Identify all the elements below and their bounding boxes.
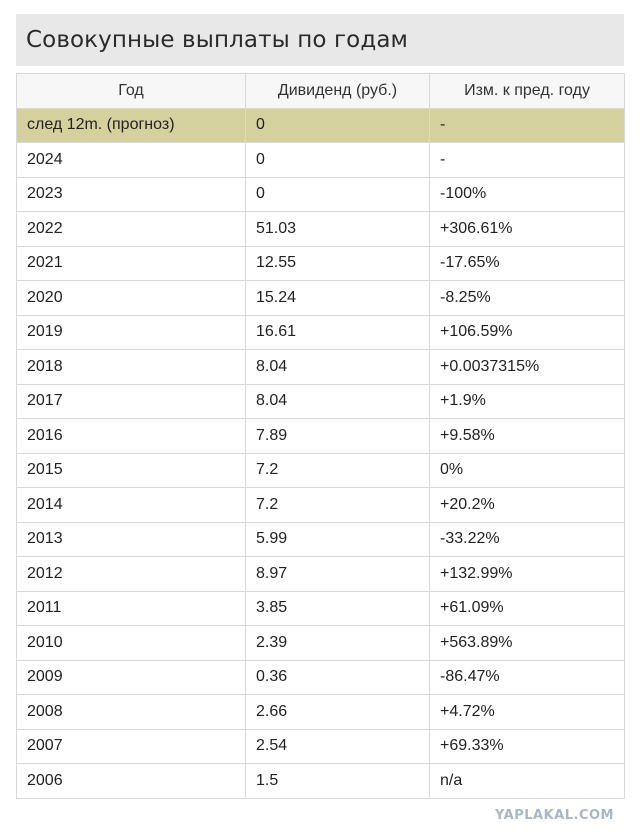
watermark: YAPLAKAL.COM xyxy=(495,808,614,823)
cell-change: - xyxy=(429,107,625,143)
table-row: 2007 2.54 +69.33% xyxy=(16,728,625,764)
table-row: 2021 12.55 -17.65% xyxy=(16,245,625,281)
cell-dividend: 7.2 xyxy=(245,452,430,488)
table-row: 2019 16.61 +106.59% xyxy=(16,314,625,350)
cell-year: 2011 xyxy=(16,590,246,626)
cell-change: +1.9% xyxy=(429,383,625,419)
cell-dividend: 2.54 xyxy=(245,728,430,764)
cell-year: 2006 xyxy=(16,763,246,799)
cell-dividend: 3.85 xyxy=(245,590,430,626)
cell-year: 2008 xyxy=(16,694,246,730)
table-row: 2013 5.99 -33.22% xyxy=(16,521,625,557)
cell-change: +563.89% xyxy=(429,625,625,661)
table-row: 2010 2.39 +563.89% xyxy=(16,625,625,661)
table-row: 2008 2.66 +4.72% xyxy=(16,694,625,730)
cell-dividend: 2.66 xyxy=(245,694,430,730)
dividends-table: Год Дивиденд (руб.) Изм. к пред. году сл… xyxy=(16,73,625,799)
cell-year: 2020 xyxy=(16,280,246,316)
cell-change: +61.09% xyxy=(429,590,625,626)
cell-dividend: 8.04 xyxy=(245,349,430,385)
cell-change: -17.65% xyxy=(429,245,625,281)
cell-dividend: 12.55 xyxy=(245,245,430,281)
cell-change: +0.0037315% xyxy=(429,349,625,385)
table-row: 2022 51.03 +306.61% xyxy=(16,211,625,247)
table-row-forecast: след 12m. (прогноз) 0- xyxy=(16,107,625,143)
cell-change: - xyxy=(429,142,625,178)
cell-change: +306.61% xyxy=(429,211,625,247)
cell-dividend: 0 xyxy=(245,176,430,212)
cell-change: +69.33% xyxy=(429,728,625,764)
cell-change: 0% xyxy=(429,452,625,488)
table-row: 2024 0- xyxy=(16,142,625,178)
table-row: 2012 8.97 +132.99% xyxy=(16,556,625,592)
cell-change: +20.2% xyxy=(429,487,625,523)
column-header-change: Изм. к пред. году xyxy=(429,73,625,109)
cell-year: 2013 xyxy=(16,521,246,557)
table-row: 2014 7.2 +20.2% xyxy=(16,487,625,523)
cell-year: 2021 xyxy=(16,245,246,281)
cell-dividend: 16.61 xyxy=(245,314,430,350)
cell-dividend: 51.03 xyxy=(245,211,430,247)
cell-year: 2010 xyxy=(16,625,246,661)
table-row: 2023 0 -100% xyxy=(16,176,625,212)
table-body: след 12m. (прогноз) 0-2024 0-2023 0 -100% 202… xyxy=(16,107,625,799)
cell-change: -8.25% xyxy=(429,280,625,316)
cell-year: 2012 xyxy=(16,556,246,592)
cell-change: +4.72% xyxy=(429,694,625,730)
cell-dividend: 7.2 xyxy=(245,487,430,523)
table-row: 2018 8.04 +0.0037315% xyxy=(16,349,625,385)
cell-change: -86.47% xyxy=(429,659,625,695)
cell-year: 2022 xyxy=(16,211,246,247)
cell-year: след 12m. (прогноз) xyxy=(16,107,246,143)
cell-year: 2017 xyxy=(16,383,246,419)
table-row: 2015 7.2 0% xyxy=(16,452,625,488)
table-row: 2006 1.5 n/a xyxy=(16,763,625,799)
cell-year: 2007 xyxy=(16,728,246,764)
cell-dividend: 0 xyxy=(245,142,430,178)
cell-dividend: 2.39 xyxy=(245,625,430,661)
cell-year: 2009 xyxy=(16,659,246,695)
cell-change: n/a xyxy=(429,763,625,799)
column-header-year: Год xyxy=(16,73,246,109)
cell-dividend: 8.04 xyxy=(245,383,430,419)
cell-change: +106.59% xyxy=(429,314,625,350)
column-header-dividend: Дивиденд (руб.) xyxy=(245,73,430,109)
cell-year: 2015 xyxy=(16,452,246,488)
table-row: 2016 7.89 +9.58% xyxy=(16,418,625,454)
cell-year: 2018 xyxy=(16,349,246,385)
cell-change: -100% xyxy=(429,176,625,212)
cell-change: +9.58% xyxy=(429,418,625,454)
title-bar: Совокупные выплаты по годам xyxy=(16,14,624,66)
cell-year: 2014 xyxy=(16,487,246,523)
cell-dividend: 7.89 xyxy=(245,418,430,454)
cell-year: 2023 xyxy=(16,176,246,212)
cell-year: 2016 xyxy=(16,418,246,454)
table-row: 2020 15.24 -8.25% xyxy=(16,280,625,316)
cell-change: -33.22% xyxy=(429,521,625,557)
table-row: 2011 3.85 +61.09% xyxy=(16,590,625,626)
cell-change: +132.99% xyxy=(429,556,625,592)
table-header-row: Год Дивиденд (руб.) Изм. к пред. году xyxy=(16,73,625,109)
page-title: Совокупные выплаты по годам xyxy=(26,27,408,53)
cell-year: 2024 xyxy=(16,142,246,178)
cell-year: 2019 xyxy=(16,314,246,350)
table-row: 2017 8.04 +1.9% xyxy=(16,383,625,419)
cell-dividend: 5.99 xyxy=(245,521,430,557)
cell-dividend: 8.97 xyxy=(245,556,430,592)
table-row: 2009 0.36 -86.47% xyxy=(16,659,625,695)
cell-dividend: 15.24 xyxy=(245,280,430,316)
cell-dividend: 0.36 xyxy=(245,659,430,695)
cell-dividend: 0 xyxy=(245,107,430,143)
cell-dividend: 1.5 xyxy=(245,763,430,799)
